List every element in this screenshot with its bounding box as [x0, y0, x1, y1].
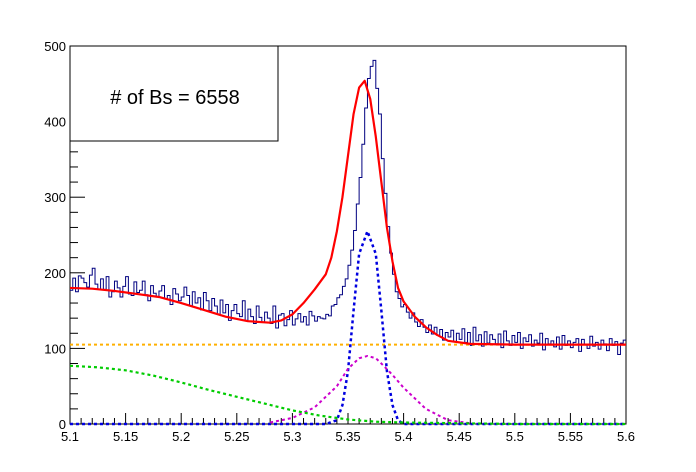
x-tick-label: 5.35 — [335, 429, 360, 444]
legend-box: # of Bs = 6558 — [69, 45, 279, 142]
y-tick-label: 100 — [44, 341, 66, 356]
legend-text: # of Bs = 6558 — [110, 87, 240, 109]
x-tick-label: 5.15 — [113, 429, 138, 444]
x-tick-label: 5.5 — [506, 429, 524, 444]
series-total-fit-line — [69, 79, 626, 346]
x-tick-label: 5.1 — [61, 429, 79, 444]
x-tick-label: 5.55 — [558, 429, 583, 444]
y-tick-label: 500 — [44, 39, 66, 54]
series-combinatorial-line — [69, 364, 626, 426]
y-tick-label: 300 — [44, 190, 66, 205]
y-tick-label: 200 — [44, 266, 66, 281]
x-tick-label: 5.45 — [447, 429, 472, 444]
y-tick-label: 0 — [59, 417, 66, 432]
x-tick-label: 5.3 — [283, 429, 301, 444]
x-tick-label: 5.2 — [172, 429, 190, 444]
histogram — [70, 59, 626, 355]
y-tick-label: 400 — [44, 115, 66, 130]
x-axis: 5.1 5.15 5.2 5.25 5.3 5.35 5.4 5.45 5.5 5.55 5.6 — [61, 413, 635, 444]
x-tick-label: 5.4 — [395, 429, 413, 444]
fit-curves — [69, 79, 626, 426]
x-tick-label: 5.6 — [617, 429, 635, 444]
series-signal-wide-line — [269, 354, 471, 425]
series-signal-narrow-line — [70, 229, 626, 426]
histogram-outline — [70, 59, 626, 355]
x-tick-label: 5.25 — [224, 429, 249, 444]
